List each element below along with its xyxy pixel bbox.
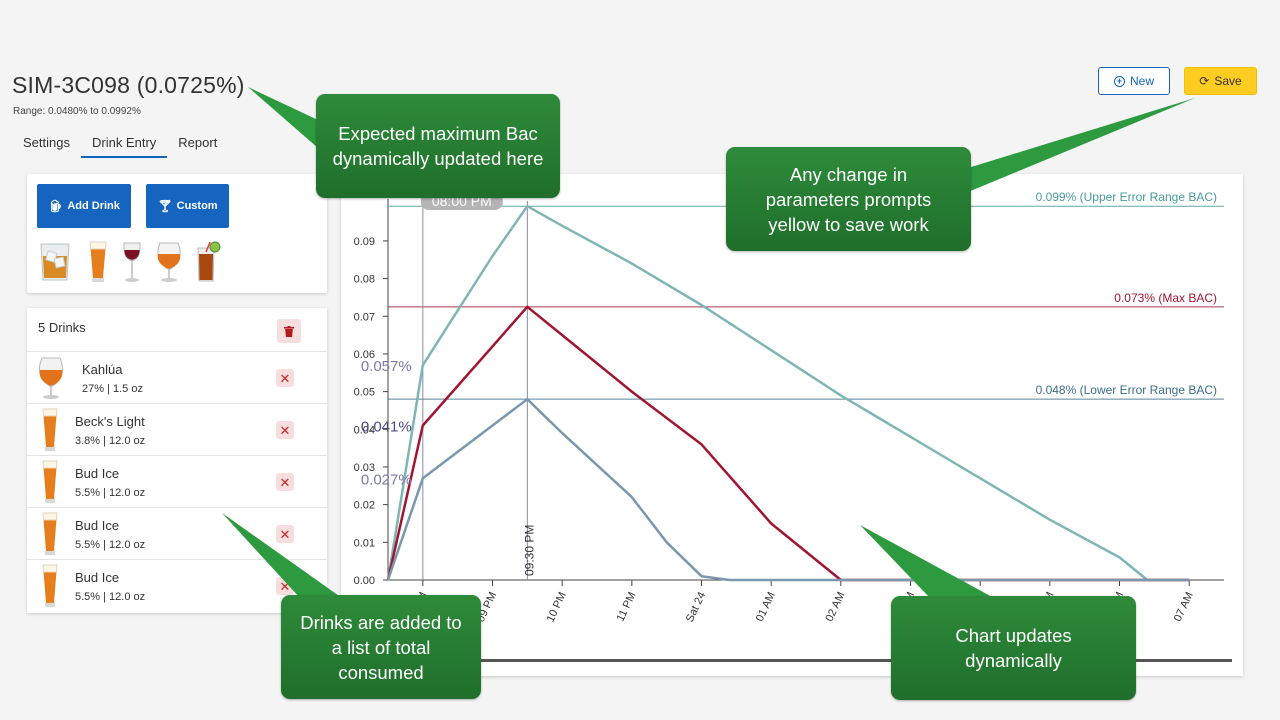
drinks-list-card: 5 Drinks Kahlúa 27% | 1.5 oz ✕ Beck's Li… bbox=[27, 308, 327, 613]
tab-settings[interactable]: Settings bbox=[23, 135, 70, 150]
save-button[interactable]: ⟳ Save bbox=[1184, 67, 1257, 95]
y-tick-label: 0.09 bbox=[354, 236, 375, 248]
custom-label: Custom bbox=[176, 200, 218, 212]
tab-drink-entry[interactable]: Drink Entry bbox=[80, 128, 168, 158]
x-tick-label: 07 AM bbox=[1172, 590, 1196, 623]
remove-drink-button[interactable]: ✕ bbox=[276, 577, 294, 595]
y-tick-label: 0.01 bbox=[354, 537, 375, 549]
drink-entry-card: 🍺︎ Add Drink 🍸︎ Custom bbox=[27, 174, 327, 293]
close-icon: ✕ bbox=[279, 578, 291, 594]
callout-max-bac: Expected maximum Bac dynamically updated… bbox=[316, 94, 560, 198]
add-drink-button[interactable]: 🍺︎ Add Drink bbox=[37, 184, 131, 228]
drink-name: Bud Ice bbox=[75, 570, 120, 585]
drink-list-item: Kahlúa 27% | 1.5 oz ✕ bbox=[27, 352, 327, 404]
reference-line-label: 0.099% (Upper Error Range BAC) bbox=[1036, 190, 1217, 204]
x-tick-label: Sat 24 bbox=[684, 590, 708, 624]
tab-report[interactable]: Report bbox=[178, 135, 218, 150]
remove-drink-button[interactable]: ✕ bbox=[276, 369, 294, 387]
snifter-icon[interactable] bbox=[154, 240, 184, 284]
drink-meta: 5.5% | 12.0 oz bbox=[75, 487, 146, 499]
callout-chart: Chart updates dynamically bbox=[891, 596, 1136, 700]
tab-bar: Settings Drink Entry Report bbox=[12, 128, 228, 158]
plus-circle-icon: + bbox=[1113, 75, 1125, 87]
clear-drinks-button[interactable] bbox=[277, 319, 301, 343]
close-icon: ✕ bbox=[279, 422, 291, 438]
drinks-count: 5 Drinks bbox=[38, 320, 86, 335]
callout-pointer-max-bac bbox=[248, 87, 318, 148]
page-title: SIM-3C098 (0.0725%) bbox=[12, 72, 245, 98]
wine-glass-icon[interactable] bbox=[121, 240, 143, 284]
y-tick-label: 0.04 bbox=[354, 424, 375, 436]
x-tick-label: 10 PM bbox=[545, 590, 569, 624]
drinks-list-header: 5 Drinks bbox=[27, 308, 327, 352]
drink-list-item: Beck's Light 3.8% | 12.0 oz ✕ bbox=[27, 404, 327, 456]
callout-save: Any change in parameters prompts yellow … bbox=[726, 147, 971, 251]
y-tick-label: 0.06 bbox=[354, 349, 375, 361]
x-tick-label: 01 AM bbox=[754, 590, 778, 623]
point-value-label: 0.041% bbox=[361, 419, 412, 436]
custom-button[interactable]: 🍸︎ Custom bbox=[146, 184, 229, 228]
y-tick-label: 0.05 bbox=[354, 387, 375, 399]
drink-meta: 27% | 1.5 oz bbox=[82, 383, 143, 395]
whiskey-glass-icon[interactable] bbox=[38, 240, 72, 284]
time-marker-label: 09:30 PM bbox=[522, 525, 536, 576]
beer-add-icon: 🍺︎ bbox=[48, 199, 64, 213]
point-value-label: 0.057% bbox=[361, 358, 412, 375]
snifter-icon bbox=[39, 357, 63, 399]
callout-drinks: Drinks are added to a list of total cons… bbox=[281, 595, 481, 699]
drink-name: Bud Ice bbox=[75, 518, 120, 533]
drink-meta: 5.5% | 12.0 oz bbox=[75, 591, 146, 603]
bac-series-line bbox=[386, 305, 1190, 582]
drink-list-item: Bud Ice 5.5% | 12.0 oz ✕ bbox=[27, 456, 327, 508]
x-tick-label: 11 PM bbox=[615, 590, 639, 623]
reference-line-label: 0.048% (Lower Error Range BAC) bbox=[1036, 383, 1217, 397]
refresh-icon: ⟳ bbox=[1199, 74, 1210, 88]
remove-drink-button[interactable]: ✕ bbox=[276, 525, 294, 543]
new-button[interactable]: + New bbox=[1098, 67, 1170, 95]
y-tick-label: 0.08 bbox=[354, 274, 375, 286]
close-icon: ✕ bbox=[279, 526, 291, 542]
save-button-label: Save bbox=[1214, 74, 1242, 88]
point-value-label: 0.027% bbox=[361, 471, 412, 488]
remove-drink-button[interactable]: ✕ bbox=[276, 421, 294, 439]
drink-meta: 3.8% | 12.0 oz bbox=[75, 435, 146, 447]
close-icon: ✕ bbox=[279, 370, 291, 386]
remove-drink-button[interactable]: ✕ bbox=[276, 473, 294, 491]
timeline-scrollbar[interactable] bbox=[353, 659, 1232, 662]
drink-meta: 5.5% | 12.0 oz bbox=[75, 539, 146, 551]
reference-line-label: 0.073% (Max BAC) bbox=[1114, 291, 1217, 305]
bac-range-text: Range: 0.0480% to 0.0992% bbox=[13, 106, 141, 117]
new-button-label: New bbox=[1129, 74, 1154, 88]
drink-name: Bud Ice bbox=[75, 466, 120, 481]
drink-name: Beck's Light bbox=[75, 414, 145, 429]
x-tick-label: 02 AM bbox=[823, 590, 847, 623]
bac-series-line bbox=[386, 204, 1190, 582]
beer-pilsner-icon bbox=[42, 460, 58, 503]
close-icon: ✕ bbox=[279, 474, 291, 490]
y-tick-label: 0.03 bbox=[354, 462, 375, 474]
trash-icon bbox=[284, 325, 294, 337]
y-tick-label: 0.00 bbox=[354, 575, 375, 587]
beer-pilsner-icon[interactable] bbox=[86, 240, 110, 284]
beer-pilsner-icon bbox=[42, 408, 58, 451]
drink-name: Kahlúa bbox=[82, 362, 123, 377]
drink-list-item: Bud Ice 5.5% | 12.0 oz ✕ bbox=[27, 508, 327, 560]
cocktail-filter-icon: 🍸︎ bbox=[157, 199, 173, 213]
beer-pilsner-icon bbox=[42, 512, 58, 555]
cocktail-icon[interactable] bbox=[194, 240, 222, 284]
bac-series-line bbox=[386, 397, 1190, 582]
y-tick-label: 0.07 bbox=[354, 311, 375, 323]
y-tick-label: 0.02 bbox=[354, 500, 375, 512]
add-drink-label: Add Drink bbox=[67, 200, 120, 212]
beer-pilsner-icon bbox=[42, 564, 58, 607]
